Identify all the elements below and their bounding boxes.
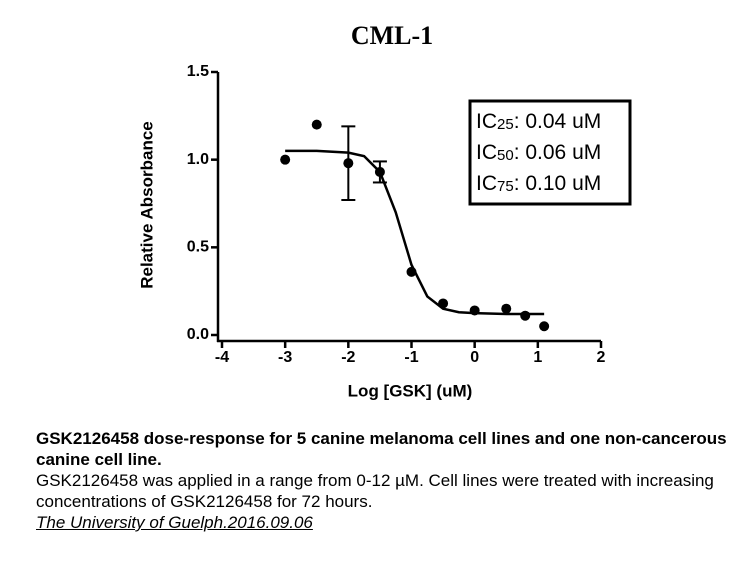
ic-value: : 0.06 uM xyxy=(514,141,602,164)
ic-label: IC25: 0.04 uM xyxy=(476,110,601,133)
caption-source: The University of Guelph.2016.09.06 xyxy=(36,513,313,532)
x-tick-label: 2 xyxy=(597,349,606,366)
ic-prefix: IC xyxy=(476,141,497,164)
y-tick-label: 0.0 xyxy=(187,326,209,343)
x-tick-label: 1 xyxy=(533,349,542,366)
y-tick-label: 1.5 xyxy=(187,63,209,80)
point xyxy=(539,321,550,332)
x-axis-title: Log [GSK] (uM) xyxy=(348,381,473,400)
ic-prefix: IC xyxy=(476,110,497,133)
y-tick-label: 0.5 xyxy=(187,239,209,256)
point xyxy=(374,166,385,177)
ic-sub: 50 xyxy=(497,147,514,164)
ic-sub: 25 xyxy=(497,116,514,133)
y-axis-title: Relative Absorbance xyxy=(137,121,156,289)
chart-title: CML-1 xyxy=(351,21,433,50)
point xyxy=(311,119,322,130)
caption-heading: GSK2126458 dose-response for 5 canine me… xyxy=(36,429,727,469)
point xyxy=(406,266,417,277)
y-tick-label: 1.0 xyxy=(187,151,209,168)
x-tick-label: -4 xyxy=(215,349,229,366)
ic-value: : 0.04 uM xyxy=(514,110,602,133)
x-tick-label: -1 xyxy=(404,349,418,366)
ic-prefix: IC xyxy=(476,172,497,195)
point xyxy=(501,303,512,314)
ic-label: IC50: 0.06 uM xyxy=(476,141,601,164)
ic-box xyxy=(468,99,632,206)
point xyxy=(343,158,354,169)
x-tick-label: -2 xyxy=(341,349,355,366)
ic-sub: 75 xyxy=(497,178,514,195)
x-tick-label: 0 xyxy=(470,349,479,366)
caption: GSK2126458 dose-response for 5 canine me… xyxy=(36,428,748,533)
point xyxy=(280,154,291,165)
x-tick-label: -3 xyxy=(278,349,292,366)
point xyxy=(520,310,531,321)
chart: CML-1 Log [GSK] (uM) Relative Absorbance… xyxy=(137,21,632,400)
point xyxy=(438,298,449,309)
point xyxy=(469,305,480,316)
caption-body: GSK2126458 was applied in a range from 0… xyxy=(36,471,714,511)
ic-value: : 0.10 uM xyxy=(514,172,602,195)
ic-label: IC75: 0.10 uM xyxy=(476,172,601,195)
